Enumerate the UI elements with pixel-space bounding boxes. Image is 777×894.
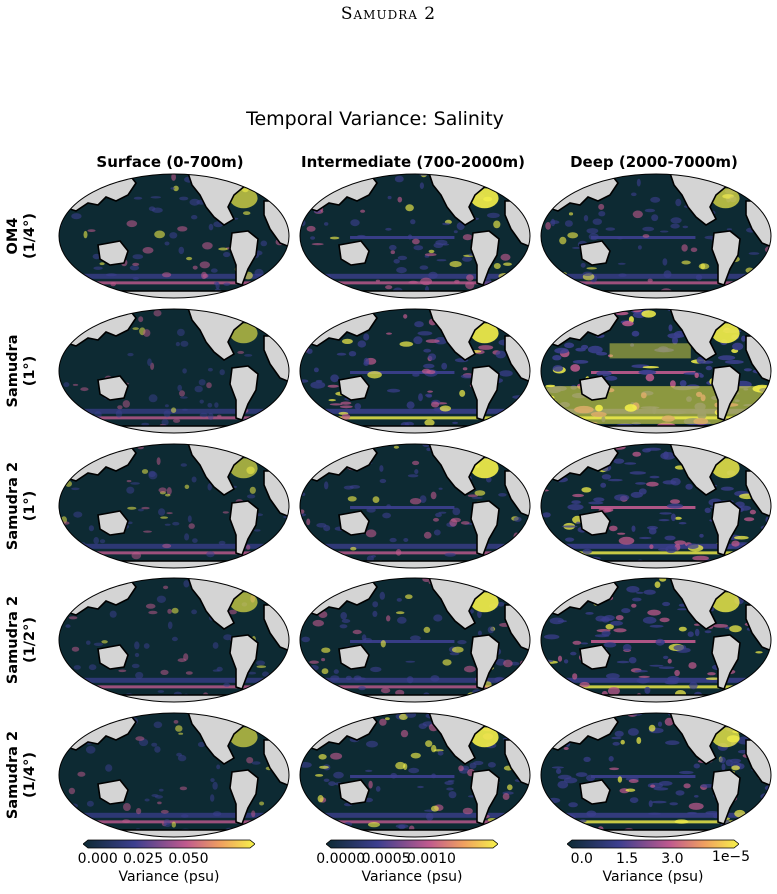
world-variance-map <box>299 712 531 838</box>
world-variance-map <box>540 173 772 299</box>
row-label: Samudra (1°) <box>5 334 38 408</box>
running-head: Samudra 2 <box>340 4 437 24</box>
colorbar-tick-label: 0.000 <box>77 851 118 867</box>
world-variance-map <box>58 173 290 299</box>
colorbar <box>567 839 739 849</box>
row-label: OM4 (1/4°) <box>5 213 38 259</box>
world-variance-map <box>299 308 531 434</box>
colorbar-label: Variance (psu) <box>361 869 463 885</box>
column-title-deep: Deep (2000-7000m) <box>570 153 738 171</box>
colorbar-label: Variance (psu) <box>602 869 704 885</box>
colorbar-tick-label: 0.0005 <box>361 851 411 867</box>
colorbar-tick-label: 0.0010 <box>406 851 456 867</box>
world-variance-map <box>58 577 290 703</box>
column-title-surface: Surface (0-700m) <box>96 153 244 171</box>
world-variance-map <box>299 173 531 299</box>
colorbar-label: Variance (psu) <box>118 869 220 885</box>
colorbar-offset-label: 1e−5 <box>711 849 751 865</box>
world-variance-map <box>299 443 531 569</box>
colorbar-tick-label: 3.0 <box>661 851 684 867</box>
figure-title: Temporal Variance: Salinity <box>246 108 504 130</box>
row-label: Samudra 2 (1°) <box>5 461 38 551</box>
column-title-intermediate: Intermediate (700-2000m) <box>301 153 525 171</box>
row-label: Samudra 2 (1/4°) <box>5 730 38 820</box>
colorbar <box>83 839 255 849</box>
colorbar-tick-label: 1.5 <box>615 851 639 867</box>
colorbar-tick-label: 0.025 <box>123 851 164 867</box>
world-variance-map <box>540 712 772 838</box>
world-variance-map <box>58 712 290 838</box>
colorbar <box>326 839 498 849</box>
colorbar-tick-label: 0.0 <box>570 851 593 867</box>
world-variance-map <box>540 443 772 569</box>
colorbar-tick-label: 0.050 <box>168 851 209 867</box>
colorbar-tick-label: 0.0000 <box>316 851 366 867</box>
row-label: Samudra 2 (1/2°) <box>5 595 38 685</box>
world-variance-map <box>58 308 290 434</box>
world-variance-map <box>58 443 290 569</box>
world-variance-map <box>540 577 772 703</box>
world-variance-map <box>299 577 531 703</box>
world-variance-map <box>540 308 772 434</box>
